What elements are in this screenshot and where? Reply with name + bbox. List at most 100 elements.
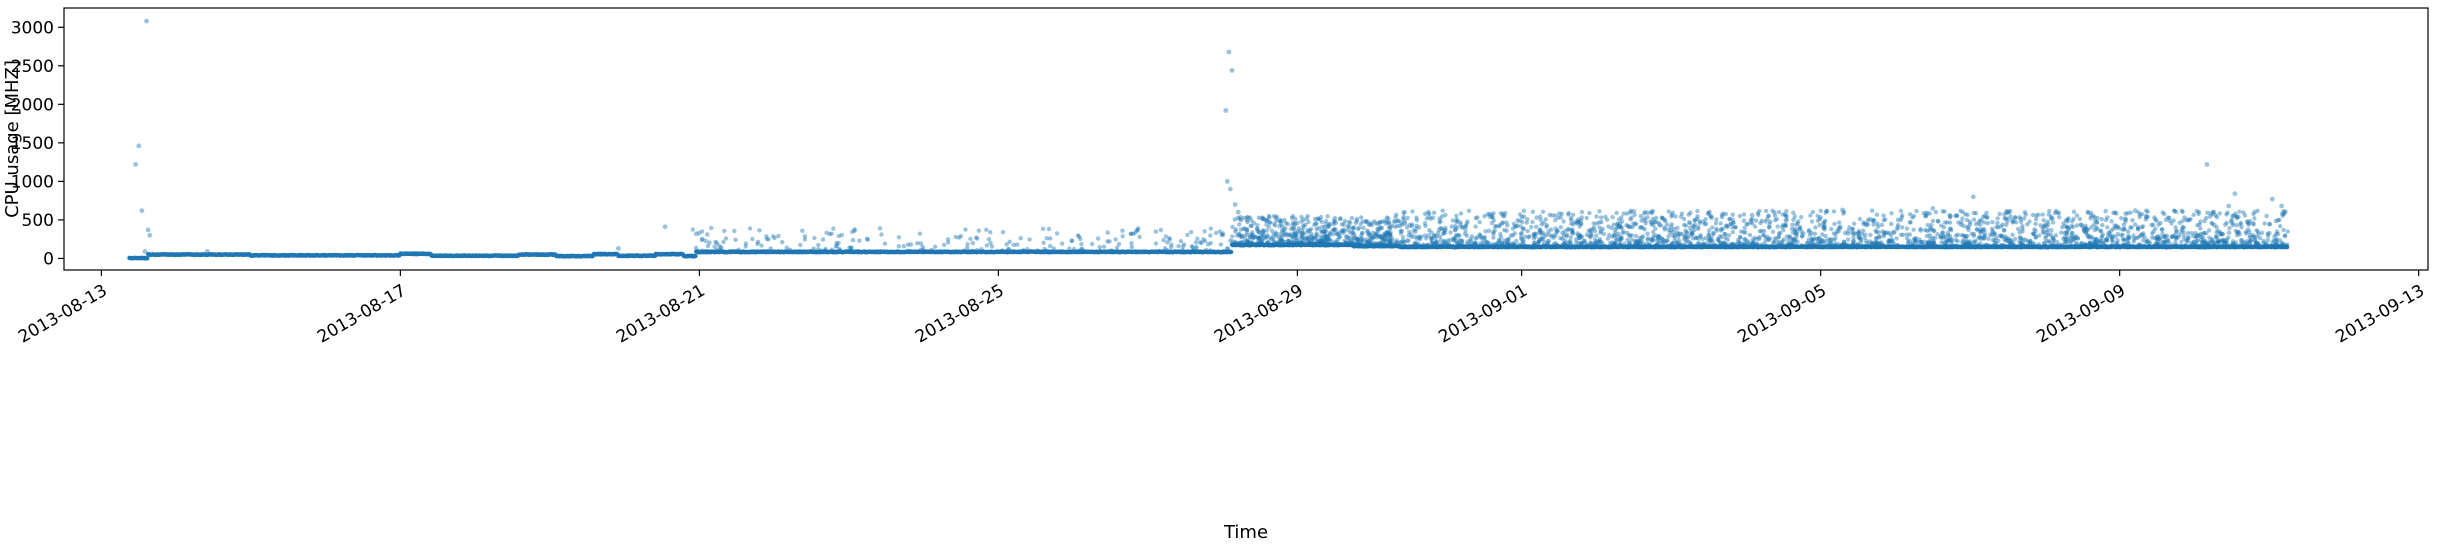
data-point — [1559, 211, 1565, 217]
data-point — [771, 234, 776, 239]
data-point — [1314, 242, 1319, 248]
data-point — [816, 242, 821, 248]
data-point — [1427, 214, 1432, 219]
data-point — [1267, 220, 1272, 225]
data-point — [2013, 236, 2018, 242]
data-point — [988, 249, 994, 254]
data-point — [1898, 208, 1904, 214]
data-point — [694, 249, 699, 254]
data-point — [709, 225, 714, 231]
data-point — [1189, 229, 1194, 235]
data-point — [1723, 232, 1728, 237]
data-point — [1267, 215, 1272, 220]
data-point — [2202, 218, 2207, 224]
data-point — [1477, 220, 1482, 225]
data-point — [1400, 235, 1406, 240]
data-point — [2282, 233, 2288, 238]
data-point — [1097, 248, 1103, 254]
data-point — [974, 247, 980, 253]
data-point — [2195, 223, 2200, 228]
data-point — [2105, 225, 2110, 230]
data-point — [1342, 218, 1348, 224]
data-point — [1823, 233, 1828, 239]
data-point — [865, 237, 870, 242]
data-point — [808, 249, 814, 254]
data-point — [1939, 223, 1944, 228]
data-point — [1763, 208, 1769, 214]
data-point — [1889, 211, 1894, 216]
data-point — [1448, 230, 1453, 235]
data-point — [1042, 246, 1047, 252]
data-point — [1333, 231, 1339, 236]
data-point — [721, 239, 726, 245]
data-point — [1113, 237, 1118, 242]
data-point — [1320, 224, 1325, 230]
data-point — [850, 237, 856, 243]
data-point — [1832, 221, 1837, 227]
data-point — [1370, 235, 1376, 240]
data-point — [1178, 239, 1184, 244]
data-point — [1195, 249, 1201, 254]
data-point — [1337, 216, 1343, 222]
data-point — [703, 238, 708, 244]
data-point — [1894, 236, 1899, 241]
data-point — [718, 249, 723, 254]
data-point — [705, 232, 710, 237]
data-point — [1129, 241, 1134, 246]
data-point — [1010, 249, 1015, 254]
data-point — [2103, 208, 2108, 214]
data-point — [1703, 221, 1709, 226]
data-point — [829, 231, 834, 236]
data-point — [824, 230, 829, 235]
data-point — [1202, 229, 1207, 234]
data-point — [958, 234, 964, 239]
data-point — [750, 236, 755, 242]
data-point — [1303, 222, 1308, 227]
data-point — [1051, 246, 1056, 251]
data-point — [1594, 233, 1599, 238]
data-point — [2198, 219, 2203, 224]
data-point — [886, 249, 892, 254]
data-point — [2119, 216, 2124, 221]
data-point — [1137, 234, 1142, 240]
data-point — [2069, 219, 2075, 224]
data-point — [896, 244, 901, 249]
data-point — [1875, 224, 1881, 229]
data-point — [784, 245, 789, 250]
data-point — [1208, 240, 1214, 246]
data-point — [1035, 248, 1040, 253]
data-point — [963, 227, 968, 232]
data-point — [965, 242, 970, 247]
data-point — [856, 249, 861, 254]
data-point — [1244, 230, 1250, 235]
data-point — [1529, 225, 1534, 230]
data-point — [1195, 236, 1200, 241]
data-point — [982, 249, 988, 254]
data-point — [1154, 249, 1159, 255]
data-point — [1809, 219, 1815, 224]
data-point — [2252, 216, 2257, 221]
data-point — [1845, 237, 1851, 242]
data-point — [999, 249, 1004, 255]
data-point — [896, 235, 902, 240]
data-point — [2131, 239, 2137, 244]
data-point — [970, 248, 975, 254]
data-point — [2267, 221, 2272, 227]
data-point — [1519, 231, 1524, 236]
data-point — [1213, 230, 1219, 236]
data-point — [918, 248, 923, 253]
data-point — [1256, 241, 1261, 246]
data-point — [2071, 209, 2077, 214]
data-point — [908, 242, 914, 247]
data-point — [882, 241, 888, 246]
data-point — [984, 243, 990, 248]
data-point — [1054, 231, 1060, 236]
data-point — [1133, 230, 1138, 235]
data-point — [836, 233, 841, 239]
data-point — [690, 227, 695, 232]
data-point — [1473, 224, 1478, 229]
data-point — [1829, 226, 1834, 232]
data-point — [1257, 229, 1262, 235]
data-point — [1498, 234, 1504, 240]
data-point — [1587, 210, 1592, 216]
